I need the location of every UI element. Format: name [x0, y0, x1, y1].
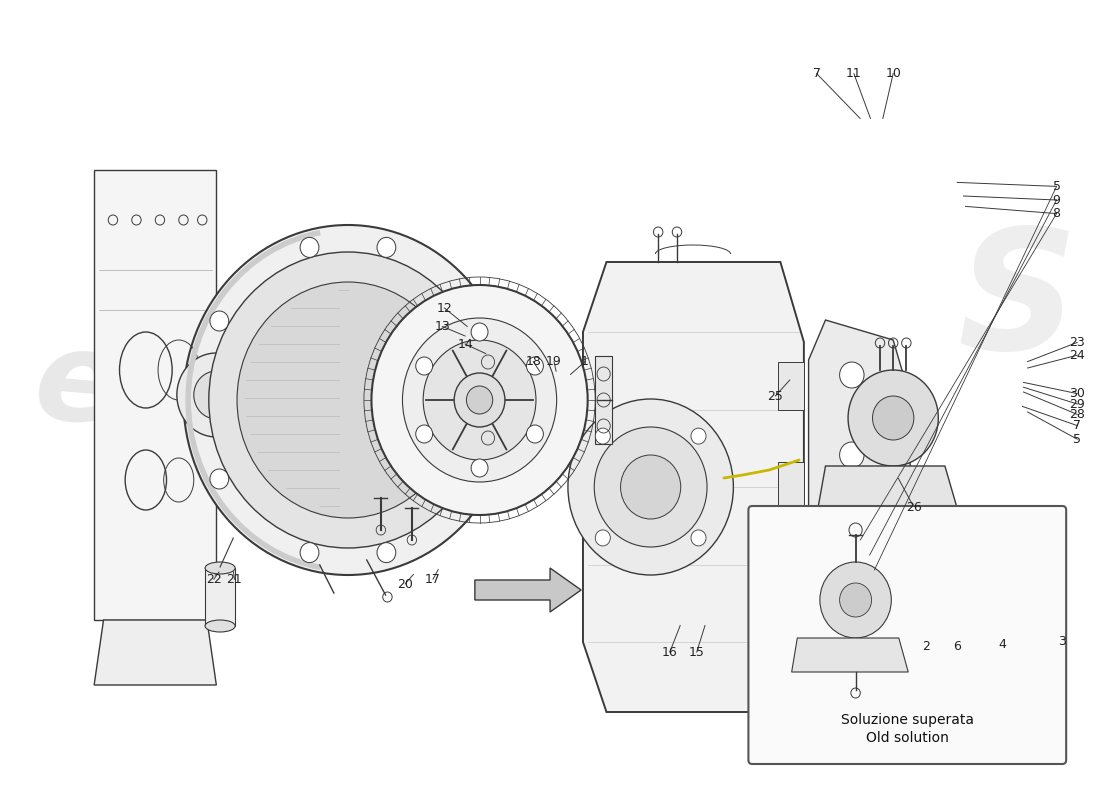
Text: 28: 28 — [1069, 408, 1086, 421]
Text: 16: 16 — [662, 646, 678, 658]
Text: euros: euros — [29, 322, 433, 478]
Text: Old solution: Old solution — [866, 731, 948, 745]
Text: 14: 14 — [458, 338, 473, 350]
Text: 25: 25 — [768, 390, 783, 402]
Circle shape — [820, 562, 891, 638]
Circle shape — [210, 311, 229, 331]
Circle shape — [527, 357, 543, 375]
Circle shape — [454, 373, 505, 427]
Text: 9: 9 — [1053, 194, 1060, 206]
Circle shape — [177, 353, 256, 437]
Text: S: S — [957, 222, 1077, 386]
Circle shape — [527, 425, 543, 443]
Circle shape — [300, 542, 319, 562]
Text: 11: 11 — [846, 67, 861, 80]
Circle shape — [595, 428, 610, 444]
Text: 29: 29 — [1069, 398, 1085, 410]
Text: 5: 5 — [1074, 433, 1081, 446]
Text: 19: 19 — [546, 355, 562, 368]
Text: 1: 1 — [581, 355, 589, 368]
Polygon shape — [583, 262, 804, 712]
Circle shape — [848, 370, 938, 466]
Circle shape — [194, 371, 239, 419]
Bar — [778, 462, 804, 510]
Circle shape — [300, 238, 319, 258]
Circle shape — [568, 399, 734, 575]
Text: 4: 4 — [999, 638, 1007, 650]
Bar — [778, 362, 804, 410]
Circle shape — [466, 386, 493, 414]
Circle shape — [839, 442, 864, 468]
Bar — [480, 338, 496, 462]
Text: 3: 3 — [1058, 635, 1066, 648]
Bar — [778, 572, 804, 620]
Circle shape — [468, 469, 486, 489]
Ellipse shape — [205, 562, 235, 574]
Polygon shape — [475, 568, 581, 612]
Text: 2: 2 — [922, 640, 931, 653]
Polygon shape — [808, 320, 910, 590]
Text: 23: 23 — [1069, 336, 1085, 349]
Circle shape — [691, 530, 706, 546]
Text: 6: 6 — [954, 640, 961, 653]
Text: 18: 18 — [526, 355, 541, 368]
Text: 5: 5 — [1053, 180, 1060, 193]
Circle shape — [377, 542, 396, 562]
Ellipse shape — [205, 620, 235, 632]
Text: 30: 30 — [1069, 387, 1086, 400]
Text: Soluzione superata: Soluzione superata — [840, 713, 974, 727]
Circle shape — [210, 469, 229, 489]
Text: 21: 21 — [227, 573, 242, 586]
Polygon shape — [818, 466, 957, 508]
Circle shape — [372, 285, 587, 515]
Circle shape — [839, 522, 864, 548]
Text: 15: 15 — [689, 646, 705, 658]
Circle shape — [839, 362, 864, 388]
Circle shape — [424, 340, 536, 460]
Circle shape — [416, 425, 432, 443]
Circle shape — [471, 323, 488, 341]
Text: 22: 22 — [206, 573, 222, 586]
Text: 8: 8 — [1053, 207, 1060, 220]
Circle shape — [620, 455, 681, 519]
Text: 7: 7 — [813, 67, 821, 80]
Circle shape — [184, 225, 513, 575]
Polygon shape — [95, 620, 217, 685]
Text: 24: 24 — [1069, 349, 1085, 362]
Bar — [595, 356, 612, 444]
Text: 12: 12 — [437, 302, 452, 314]
Circle shape — [471, 459, 488, 477]
Text: 17: 17 — [425, 573, 441, 586]
Circle shape — [468, 311, 486, 331]
Circle shape — [403, 318, 557, 482]
Circle shape — [236, 282, 459, 518]
Text: a passion for parts since 1985: a passion for parts since 1985 — [371, 345, 755, 567]
Circle shape — [872, 396, 914, 440]
Circle shape — [595, 530, 610, 546]
Text: 20: 20 — [397, 578, 412, 590]
Text: 26: 26 — [906, 501, 922, 514]
Circle shape — [209, 252, 487, 548]
Polygon shape — [792, 638, 909, 672]
Circle shape — [594, 427, 707, 547]
Circle shape — [691, 428, 706, 444]
Circle shape — [839, 583, 871, 617]
Circle shape — [377, 238, 396, 258]
Circle shape — [416, 357, 432, 375]
Bar — [95, 170, 217, 620]
Text: 13: 13 — [434, 320, 450, 333]
FancyBboxPatch shape — [748, 506, 1066, 764]
Text: 7: 7 — [1074, 419, 1081, 432]
Bar — [205, 568, 235, 626]
Text: 10: 10 — [886, 67, 901, 80]
